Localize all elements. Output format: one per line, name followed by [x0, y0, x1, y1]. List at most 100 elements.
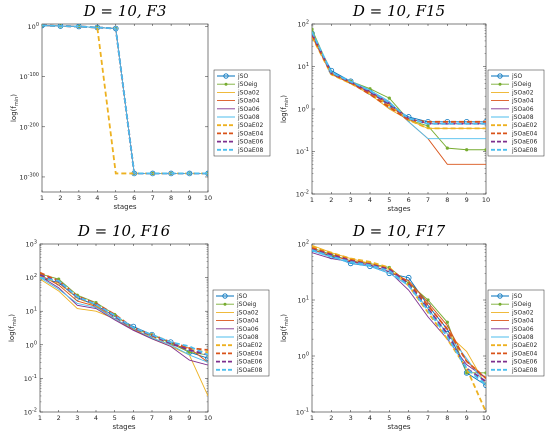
- legend-label-jSOaE02: jSOaE02: [511, 342, 537, 349]
- legend-marker: [498, 82, 502, 86]
- x-tick-label: 1: [38, 414, 42, 422]
- legend-label-jSOaE08: jSOaE08: [237, 147, 263, 154]
- legend-label-jSO: jSO: [511, 293, 522, 300]
- series-group: [40, 271, 208, 397]
- x-tick-label: 10: [482, 196, 490, 204]
- legend-label-jSOaE06: jSOaE06: [236, 359, 262, 366]
- x-tick-label: 3: [349, 196, 353, 204]
- series-line-jSOa08: [40, 277, 208, 363]
- x-axis-label: stages: [387, 423, 410, 431]
- legend-label-jSOeig: jSOeig: [236, 301, 257, 308]
- x-tick-label: 6: [407, 196, 411, 204]
- y-tick-label: 101: [298, 62, 309, 71]
- series-line-jSOaE08: [312, 31, 486, 125]
- data-point-jSOeig: [426, 124, 430, 128]
- x-tick-label: 9: [465, 196, 469, 204]
- x-tick-label: 8: [169, 194, 173, 202]
- y-tick-label: 100: [298, 352, 309, 361]
- legend-label-jSOa06: jSOa06: [511, 106, 534, 113]
- legend-label-jSOa06: jSOa06: [236, 326, 259, 333]
- x-tick-label: 8: [169, 414, 173, 422]
- y-tick-label: 100: [298, 105, 309, 114]
- legend-label-jSOaE06: jSOaE06: [511, 139, 537, 146]
- y-tick-label: 10-300: [19, 172, 39, 181]
- x-axis-label: stages: [113, 203, 136, 211]
- legend-label-jSO: jSO: [237, 73, 248, 80]
- data-point-jSO: [483, 382, 486, 389]
- chart-panel-f17: D = 10, F17 1 2 3 4 5 6 7 8 9 10 10-1 100 101 102 stage…: [280, 222, 545, 431]
- plot-area: [39, 243, 209, 413]
- series-group: [312, 244, 486, 412]
- x-tick-label: 2: [329, 414, 333, 422]
- x-tick-label: 9: [187, 414, 191, 422]
- legend-label-jSOaE02: jSOaE02: [511, 122, 537, 129]
- y-tick-label: 10-1: [296, 147, 309, 156]
- legend-label-jSOa04: jSOa04: [511, 318, 534, 325]
- data-point-jSOeig: [465, 148, 469, 152]
- x-tick-label: 3: [77, 194, 81, 202]
- chart-title: D = 10, F15: [352, 2, 445, 20]
- legend-label-jSOeig: jSOeig: [237, 81, 258, 88]
- legend-label-jSOa04: jSOa04: [236, 318, 259, 325]
- legend-label-jSOaE04: jSOaE04: [511, 130, 537, 137]
- x-tick-label: 2: [329, 196, 333, 204]
- x-tick-label: 3: [349, 414, 353, 422]
- y-tick-label: 102: [298, 20, 309, 29]
- x-tick-label: 1: [40, 194, 44, 202]
- legend-label-jSOaE02: jSOaE02: [236, 342, 262, 349]
- y-tick-label: 101: [26, 307, 37, 316]
- x-tick-label: 9: [465, 414, 469, 422]
- data-point-jSOeig: [445, 320, 449, 324]
- legend-label-jSO: jSO: [511, 73, 522, 80]
- legend-label-jSOaE04: jSOaE04: [511, 350, 537, 357]
- x-tick-label: 5: [387, 196, 391, 204]
- y-tick-label: 10-100: [19, 72, 39, 81]
- legend-marker: [223, 302, 227, 306]
- data-point-jSOeig: [445, 146, 449, 150]
- legend-label-jSOaE08: jSOaE08: [511, 367, 537, 374]
- data-point-jSOeig: [187, 350, 191, 354]
- legend-label-jSOaE04: jSOaE04: [236, 350, 262, 357]
- legend-label-jSOa08: jSOa08: [237, 114, 260, 121]
- y-tick-label: 101: [298, 296, 309, 305]
- legend-marker: [223, 73, 229, 79]
- x-tick-label: 7: [150, 414, 154, 422]
- x-tick-label: 5: [113, 414, 117, 422]
- x-tick-label: 4: [368, 196, 372, 204]
- x-tick-label: 1: [310, 196, 314, 204]
- legend-label-jSOa02: jSOa02: [236, 309, 259, 316]
- legend-label-jSOeig: jSOeig: [511, 81, 532, 88]
- x-tick-label: 7: [426, 414, 430, 422]
- chart-title: D = 10, F3: [83, 2, 167, 20]
- y-tick-label: 102: [298, 240, 309, 249]
- y-tick-label: 102: [26, 273, 37, 282]
- y-axis-label: log(fmin): [280, 314, 290, 342]
- legend-label-jSOa06: jSOa06: [511, 326, 534, 333]
- x-tick-label: 2: [57, 414, 61, 422]
- y-tick-label: 10-2: [24, 408, 37, 417]
- legend-label-jSOa06: jSOa06: [237, 106, 260, 113]
- x-tick-label: 7: [426, 196, 430, 204]
- x-tick-label: 4: [95, 194, 99, 202]
- data-point-jSOeig: [312, 27, 314, 31]
- series-line-jSOaE04: [312, 34, 486, 123]
- x-tick-label: 8: [445, 414, 449, 422]
- legend-marker: [222, 293, 228, 299]
- legend-label-jSOaE06: jSOaE06: [237, 139, 263, 146]
- legend-marker: [497, 293, 503, 299]
- legend-label-jSOa04: jSOa04: [237, 98, 260, 105]
- legend-label-jSOa02: jSOa02: [511, 89, 534, 96]
- data-point-jSOeig: [387, 96, 391, 100]
- legend-label-jSOa08: jSOa08: [236, 334, 259, 341]
- y-axis-label: log(fmin): [10, 94, 20, 122]
- legend-label-jSOaE06: jSOaE06: [511, 359, 537, 366]
- y-tick-label: 103: [26, 240, 37, 249]
- x-axis-label: stages: [387, 205, 410, 213]
- x-tick-label: 2: [58, 194, 62, 202]
- legend-label-jSOa08: jSOa08: [511, 114, 534, 121]
- legend-marker: [498, 302, 502, 306]
- y-tick-label: 100: [28, 22, 39, 31]
